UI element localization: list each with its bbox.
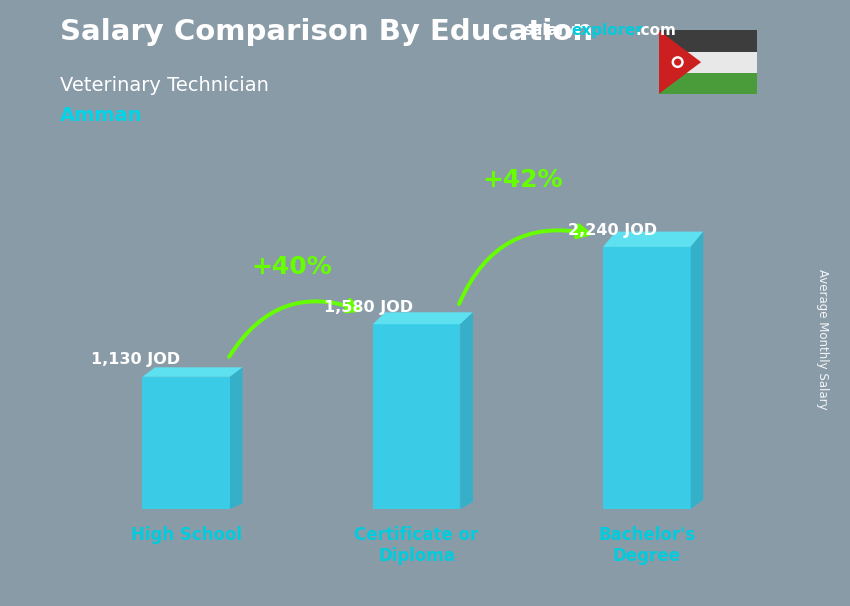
- Circle shape: [675, 59, 681, 65]
- Bar: [659, 30, 756, 52]
- Bar: [659, 73, 756, 94]
- Text: 1,130 JOD: 1,130 JOD: [91, 353, 180, 367]
- FancyBboxPatch shape: [373, 324, 460, 509]
- Text: Veterinary Technician: Veterinary Technician: [60, 76, 269, 95]
- Text: Amman: Amman: [60, 106, 142, 125]
- Circle shape: [672, 57, 683, 67]
- Polygon shape: [460, 312, 473, 509]
- Polygon shape: [603, 231, 703, 247]
- Text: explorer: explorer: [571, 23, 643, 38]
- Polygon shape: [230, 367, 242, 509]
- Text: .com: .com: [636, 23, 677, 38]
- Text: Average Monthly Salary: Average Monthly Salary: [816, 269, 829, 410]
- Text: +42%: +42%: [482, 168, 563, 192]
- Text: Salary Comparison By Education: Salary Comparison By Education: [60, 18, 592, 46]
- FancyBboxPatch shape: [143, 377, 230, 509]
- Polygon shape: [659, 30, 701, 94]
- Text: 2,240 JOD: 2,240 JOD: [568, 222, 657, 238]
- Text: salary: salary: [523, 23, 575, 38]
- FancyBboxPatch shape: [603, 247, 690, 509]
- Bar: [659, 52, 756, 73]
- Polygon shape: [690, 231, 703, 509]
- Polygon shape: [143, 367, 242, 377]
- Text: 1,580 JOD: 1,580 JOD: [324, 300, 413, 315]
- Polygon shape: [373, 312, 473, 324]
- Text: +40%: +40%: [252, 255, 332, 279]
